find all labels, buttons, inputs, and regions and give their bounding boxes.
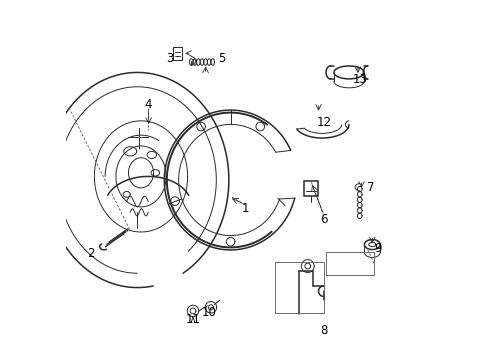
- Text: 2: 2: [87, 247, 95, 260]
- Text: 6: 6: [320, 213, 328, 226]
- Text: 8: 8: [320, 324, 328, 337]
- Text: 5: 5: [218, 51, 225, 64]
- Bar: [304, 181, 318, 196]
- Text: 1: 1: [241, 202, 249, 215]
- Text: 9: 9: [374, 242, 381, 255]
- Text: 11: 11: [186, 313, 200, 327]
- Text: 12: 12: [317, 116, 331, 129]
- Text: 3: 3: [166, 51, 173, 64]
- Text: 7: 7: [367, 181, 374, 194]
- Text: 4: 4: [145, 98, 152, 111]
- Text: 13: 13: [352, 73, 367, 86]
- Text: 10: 10: [202, 306, 217, 319]
